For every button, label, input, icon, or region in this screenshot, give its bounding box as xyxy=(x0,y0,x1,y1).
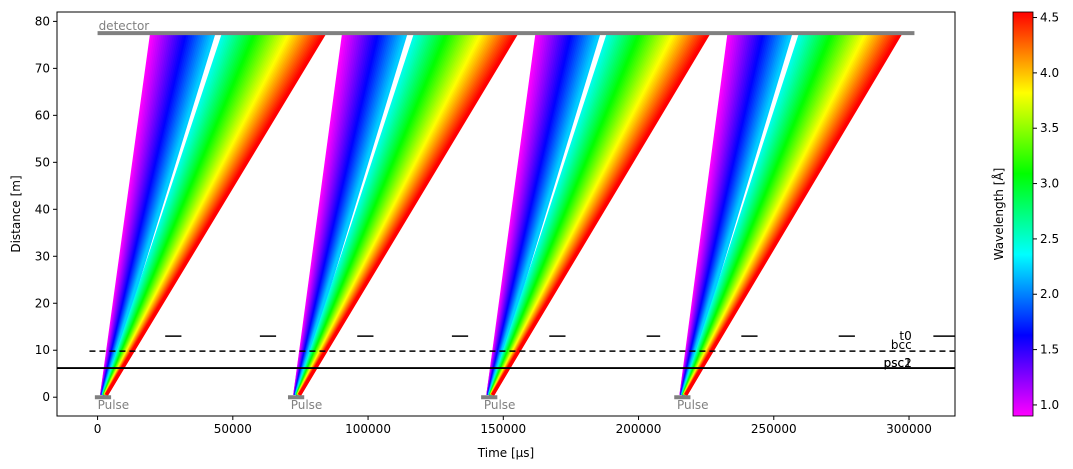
x-tick-label: 150000 xyxy=(480,422,526,436)
colorbar-tick-label: 4.5 xyxy=(1040,11,1059,25)
x-tick-label: 200000 xyxy=(616,422,662,436)
y-axis-label: Distance [m] xyxy=(9,175,23,252)
x-tick-label: 250000 xyxy=(751,422,797,436)
x-tick-label: 0 xyxy=(94,422,102,436)
colorbar-gradient xyxy=(1012,11,1034,417)
y-tick-label: 0 xyxy=(42,390,50,404)
x-tick-label: 100000 xyxy=(345,422,391,436)
x-tick-label: 300000 xyxy=(886,422,932,436)
ray-line xyxy=(684,32,903,396)
ray-line xyxy=(101,32,216,396)
plot-frame xyxy=(56,11,956,417)
y-tick-label: 50 xyxy=(35,155,50,169)
pulse-marks xyxy=(94,31,915,400)
ray-line xyxy=(491,32,711,396)
colorbar-ticks: 1.0 1.5 2.0 2.5 3.0 3.5 4.0 4.5 xyxy=(1033,11,1059,412)
chopper-label-psc2: psc2 xyxy=(884,356,912,370)
y-tick-label: 30 xyxy=(35,249,50,263)
ray-line xyxy=(681,32,793,396)
colorbar-tick-label: 2.0 xyxy=(1040,287,1059,301)
x-axis-ticks: 0 50000 100000 150000 200000 250000 300000 xyxy=(94,416,932,436)
ray-line xyxy=(298,32,519,396)
neutron-rays xyxy=(100,32,903,396)
chopper-label-psc1: psc1 xyxy=(884,356,912,370)
detector-label: detector xyxy=(99,19,150,33)
pulse-label: Pulse xyxy=(291,398,323,412)
pulse-label: Pulse xyxy=(677,398,709,412)
colorbar-tick-label: 3.5 xyxy=(1040,121,1059,135)
ray-line xyxy=(488,32,601,396)
ray-line xyxy=(105,32,327,396)
chopper-label-t0: t0 xyxy=(899,329,911,343)
plot-area xyxy=(57,31,955,400)
colorbar-tick-label: 3.0 xyxy=(1040,177,1059,191)
y-tick-label: 80 xyxy=(35,14,50,28)
y-tick-label: 40 xyxy=(35,202,50,216)
pulse-label: Pulse xyxy=(484,398,516,412)
colorbar-tick-label: 1.0 xyxy=(1040,398,1059,412)
y-tick-label: 70 xyxy=(35,61,50,75)
pulse-label: Pulse xyxy=(98,398,130,412)
x-axis-label: Time [µs] xyxy=(477,446,534,460)
colorbar-tick-label: 2.5 xyxy=(1040,232,1059,246)
colorbar-tick-label: 1.5 xyxy=(1040,343,1059,357)
y-tick-label: 20 xyxy=(35,296,50,310)
colorbar-label: Wavelength [Å] xyxy=(991,168,1006,261)
y-tick-label: 60 xyxy=(35,108,50,122)
ray-line xyxy=(294,32,408,396)
chopper-lines xyxy=(57,335,955,369)
colorbar-tick-label: 4.0 xyxy=(1040,66,1059,80)
colorbar: 1.0 1.5 2.0 2.5 3.0 3.5 4.0 4.5 Wavelength [Å] xyxy=(991,11,1059,417)
y-axis-ticks: 0 10 20 30 40 50 60 70 80 xyxy=(35,14,57,404)
x-tick-label: 50000 xyxy=(214,422,252,436)
y-tick-label: 10 xyxy=(35,343,50,357)
chopper-label-bcc: bcc xyxy=(891,338,912,352)
